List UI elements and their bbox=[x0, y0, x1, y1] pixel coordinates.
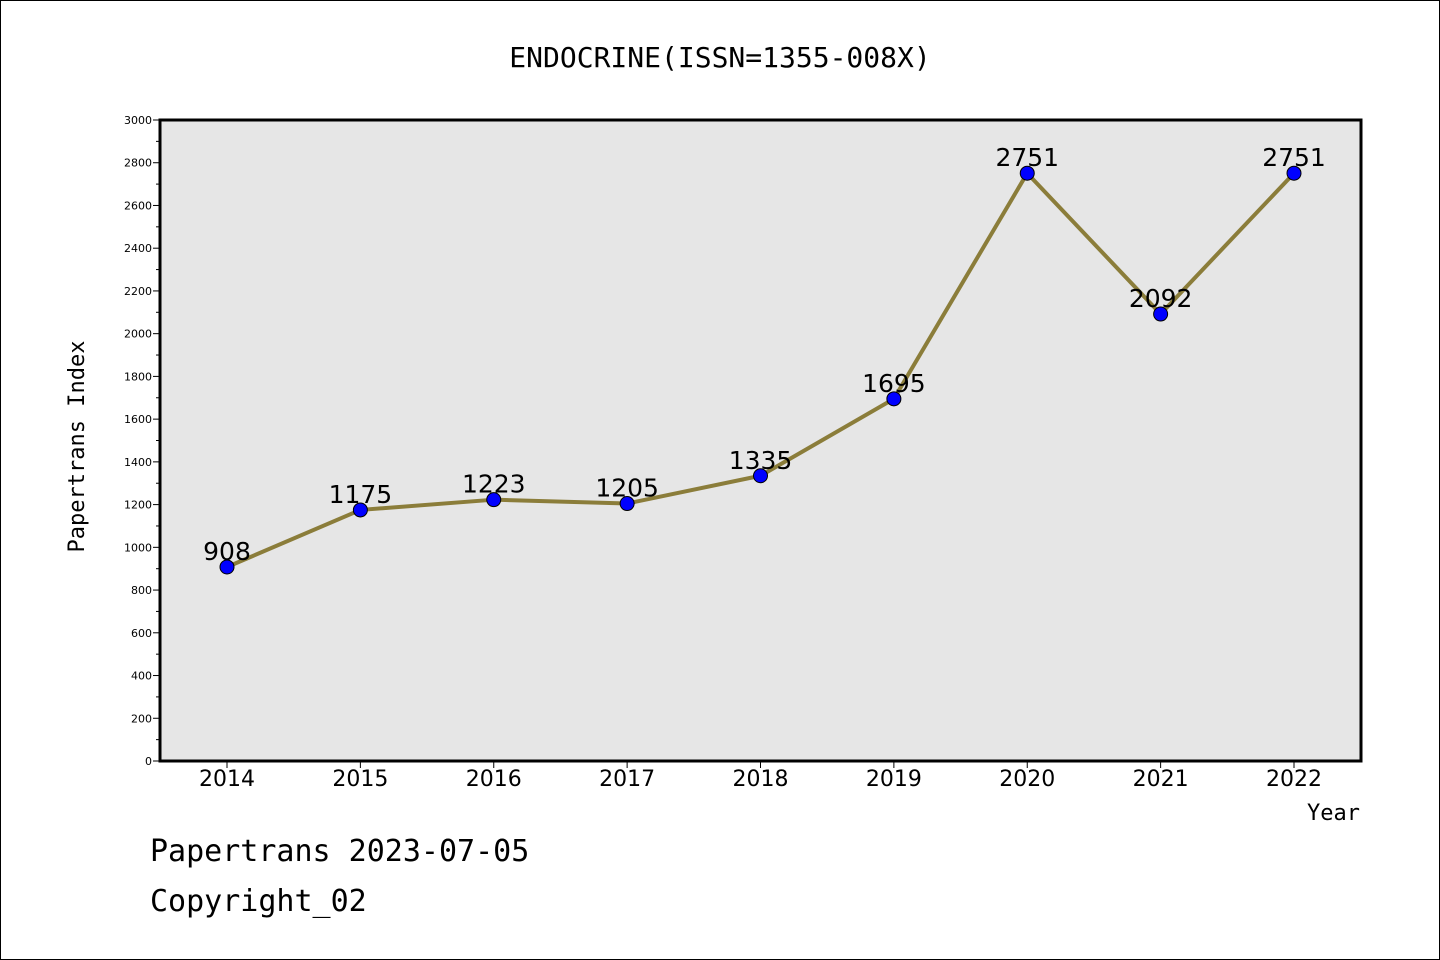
footer-date: Papertrans 2023-07-05 bbox=[150, 834, 530, 869]
y-tick-label: 200 bbox=[131, 712, 152, 725]
x-tick-label: 2014 bbox=[199, 767, 255, 792]
y-tick-label: 2400 bbox=[124, 242, 152, 255]
y-tick-label: 1800 bbox=[124, 370, 152, 383]
data-point bbox=[886, 391, 902, 407]
y-tick-label: 1000 bbox=[124, 541, 152, 554]
data-label: 2092 bbox=[1129, 284, 1193, 313]
data-point bbox=[219, 559, 235, 575]
data-point bbox=[1286, 165, 1302, 181]
data-point bbox=[352, 502, 368, 518]
data-point bbox=[1153, 306, 1169, 322]
y-axis-label: Papertrans Index bbox=[65, 341, 90, 553]
y-tick-label: 1200 bbox=[124, 499, 152, 512]
y-tick-label: 1600 bbox=[124, 413, 152, 426]
data-point bbox=[753, 468, 768, 484]
data-label: 1695 bbox=[862, 369, 926, 398]
y-tick-label: 2600 bbox=[124, 199, 152, 212]
x-tick-label: 2018 bbox=[733, 767, 789, 792]
y-tick-label: 2000 bbox=[124, 328, 152, 341]
x-tick-label: 2021 bbox=[1133, 767, 1189, 792]
plot-area bbox=[158, 118, 1363, 763]
data-label: 1205 bbox=[595, 474, 659, 503]
y-tick-label: 800 bbox=[131, 584, 152, 597]
chart-title: ENDOCRINE(ISSN=1355-008X) bbox=[509, 41, 930, 74]
x-tick-label: 2016 bbox=[466, 767, 522, 792]
data-label: 2751 bbox=[1262, 143, 1326, 172]
data-label: 1335 bbox=[729, 446, 793, 475]
y-tick-label: 2800 bbox=[124, 157, 152, 170]
data-label: 2751 bbox=[995, 143, 1059, 172]
x-tick-label: 2020 bbox=[999, 767, 1055, 792]
x-axis-label: Year bbox=[1307, 801, 1360, 826]
data-point bbox=[1019, 165, 1035, 181]
data-point bbox=[619, 496, 635, 512]
y-tick-label: 3000 bbox=[124, 114, 152, 127]
y-axis-ticks: 0 200 400 600 800 1000 1200 1400 1600 1800 2000 220… bbox=[124, 114, 160, 768]
y-tick-label: 600 bbox=[131, 627, 152, 640]
x-tick-label: 2017 bbox=[599, 767, 655, 792]
x-tick-label: 2019 bbox=[866, 767, 922, 792]
y-tick-label: 400 bbox=[131, 670, 152, 683]
data-label: 1175 bbox=[329, 480, 393, 509]
footer-copyright: Copyright_02 bbox=[150, 884, 367, 919]
y-tick-label: 0 bbox=[145, 755, 152, 768]
series-group bbox=[219, 165, 1302, 575]
data-label: 1223 bbox=[462, 470, 526, 499]
y-tick-label: 1400 bbox=[124, 456, 152, 469]
x-tick-label: 2015 bbox=[332, 767, 388, 792]
data-label: 908 bbox=[203, 537, 251, 566]
x-axis-ticks: 2014 2015 2016 2017 2018 2019 2020 2021 2022 bbox=[199, 761, 1322, 792]
y-tick-label: 2200 bbox=[124, 285, 152, 298]
data-point bbox=[486, 492, 502, 508]
x-tick-label: 2022 bbox=[1266, 767, 1322, 792]
data-labels-group: 908 1175 1223 1205 1335 1695 2751 2092 2751 bbox=[203, 143, 1326, 566]
